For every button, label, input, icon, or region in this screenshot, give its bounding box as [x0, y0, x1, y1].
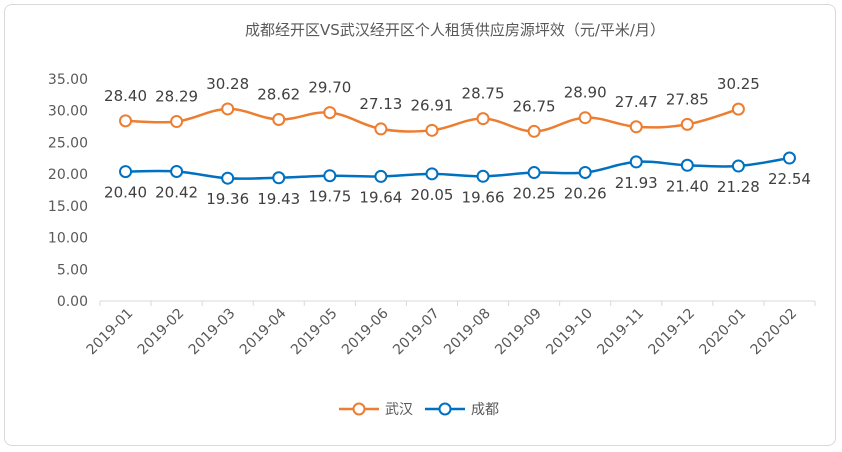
data-label: 19.64: [359, 188, 402, 206]
axes: 0.00 5.00 10.00 15.00 20.00 25.00 30.00 35.00 20…: [48, 72, 816, 359]
x-tick-label: 2019-05: [288, 306, 341, 359]
data-label: 20.25: [513, 185, 556, 203]
data-point: [680, 117, 694, 131]
data-point: [119, 114, 133, 128]
data-label: 20.05: [410, 186, 453, 204]
data-label: 21.93: [615, 174, 658, 192]
data-point: [578, 111, 592, 125]
data-point: [374, 169, 388, 183]
data-label: 19.36: [206, 190, 249, 208]
x-tick-label: 2019-04: [237, 305, 290, 358]
data-point: [782, 151, 796, 165]
data-point: [425, 123, 439, 137]
data-point: [170, 115, 184, 129]
x-tick-label: 2019-08: [441, 306, 494, 359]
data-label: 21.28: [717, 178, 760, 196]
data-label: 20.40: [104, 184, 147, 202]
x-tick-label: 2019-07: [390, 306, 443, 359]
data-point: [527, 124, 541, 138]
data-label: 27.13: [359, 95, 402, 113]
x-tick-label: 2019-03: [186, 306, 239, 359]
legend-marker: [438, 402, 452, 416]
data-point: [374, 122, 388, 136]
x-tick-label: 2019-01: [84, 306, 137, 359]
data-label: 28.40: [104, 87, 147, 105]
data-label: 20.26: [564, 184, 607, 202]
chart-title: 成都经开区VS武汉经开区个人租赁供应房源坪效（元/平米/月）: [245, 21, 665, 39]
data-label: 21.40: [666, 177, 709, 195]
data-label: 20.42: [155, 183, 198, 201]
data-label: 26.75: [513, 97, 556, 115]
data-label: 28.75: [462, 85, 505, 103]
data-point: [629, 155, 643, 169]
data-label: 28.62: [257, 85, 300, 103]
x-tick-label: 2020-01: [697, 306, 750, 359]
data-point: [476, 112, 490, 126]
y-tick-label: 20.00: [48, 167, 88, 183]
data-point: [272, 171, 286, 185]
data-label: 19.75: [308, 188, 351, 206]
series-layer: [119, 102, 796, 185]
data-label: 26.91: [410, 96, 453, 114]
x-tick-label: 2019-11: [594, 306, 647, 359]
x-tick-label: 2019-10: [543, 306, 596, 359]
data-point: [221, 171, 235, 185]
data-point: [425, 167, 439, 181]
legend-marker: [352, 402, 366, 416]
data-label: 22.54: [768, 170, 811, 188]
data-point: [221, 102, 235, 116]
data-label: 27.85: [666, 90, 709, 108]
x-tick-label: 2019-09: [492, 306, 545, 359]
data-point: [323, 169, 337, 183]
data-point: [170, 164, 184, 178]
legend: 武汉 成都: [339, 402, 499, 418]
y-tick-label: 10.00: [48, 231, 88, 247]
legend-label: 武汉: [385, 402, 413, 418]
data-label: 29.70: [308, 79, 351, 97]
data-point: [629, 120, 643, 134]
x-tick-label: 2019-06: [339, 305, 392, 358]
x-tick-label: 2019-12: [645, 306, 698, 359]
y-tick-label: 30.00: [48, 104, 88, 120]
data-point: [578, 165, 592, 179]
data-point: [119, 165, 133, 179]
data-point: [272, 112, 286, 126]
x-tick-label: 2019-02: [135, 306, 188, 359]
data-point: [731, 159, 745, 173]
data-point: [731, 102, 745, 116]
data-point: [323, 106, 337, 120]
data-point: [476, 169, 490, 183]
x-tick-label: 2020-02: [748, 306, 801, 359]
data-label: 28.90: [564, 84, 607, 102]
data-point: [680, 158, 694, 172]
data-label: 28.29: [155, 88, 198, 106]
legend-label: 成都: [471, 402, 499, 418]
y-tick-label: 5.00: [57, 262, 88, 278]
y-tick-label: 15.00: [48, 199, 88, 215]
data-label: 19.66: [462, 188, 505, 206]
data-labels: 28.40 28.29 30.28 28.62 29.70 27.13 26.91 28.75…: [104, 75, 811, 208]
y-tick-label: 0.00: [57, 294, 88, 310]
data-label: 30.28: [206, 75, 249, 93]
data-label: 30.25: [717, 75, 760, 93]
data-label: 19.43: [257, 190, 300, 208]
chart-frame: [4, 4, 836, 446]
data-point: [527, 166, 541, 180]
y-tick-label: 35.00: [48, 72, 88, 88]
data-label: 27.47: [615, 93, 658, 111]
y-tick-label: 25.00: [48, 135, 88, 151]
